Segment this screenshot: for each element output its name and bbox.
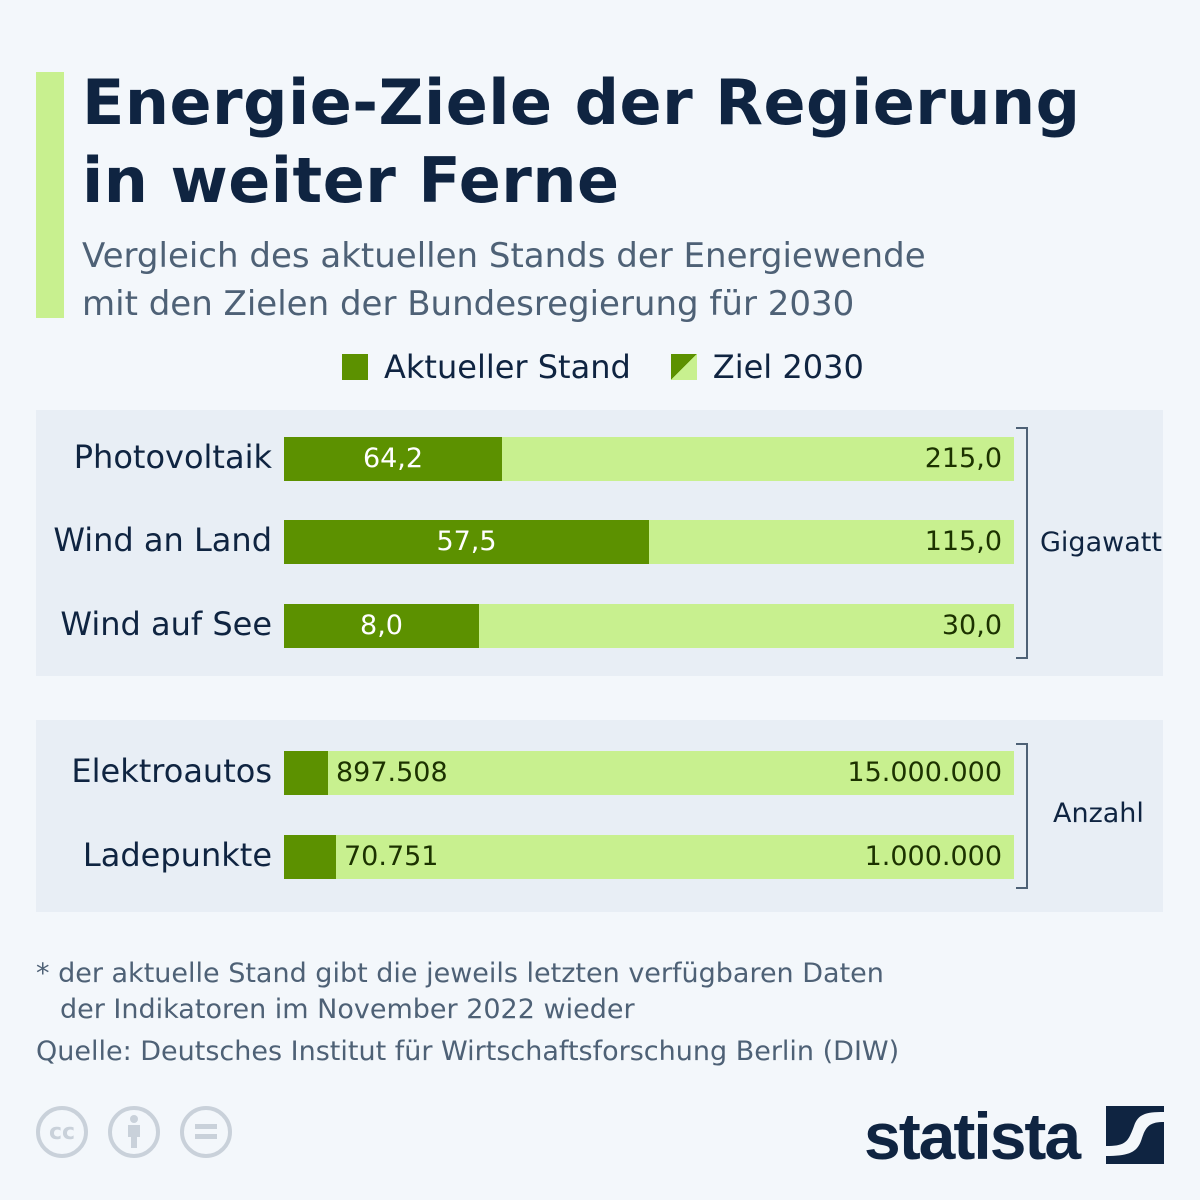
no-derivatives-icon[interactable] bbox=[180, 1106, 232, 1158]
bar-target: 70.751 1.000.000 bbox=[284, 835, 1014, 879]
category-label: Photovoltaik bbox=[73, 438, 272, 476]
unit-label-anzahl: Anzahl bbox=[1053, 798, 1144, 829]
bar-target: 897.508 15.000.000 bbox=[284, 751, 1014, 795]
unit-label-gigawatt: Gigawatt bbox=[1040, 527, 1162, 558]
source: Quelle: Deutsches Institut für Wirtschaf… bbox=[36, 1036, 900, 1067]
data-label-target: 215,0 bbox=[924, 443, 1002, 474]
legend-label-current: Aktueller Stand bbox=[384, 348, 631, 386]
legend: Aktueller Stand Ziel 2030 bbox=[342, 348, 904, 386]
data-label-target: 115,0 bbox=[924, 526, 1002, 557]
panel-anzahl bbox=[36, 720, 1163, 912]
legend-label-target: Ziel 2030 bbox=[712, 348, 864, 386]
bar-current bbox=[284, 835, 336, 879]
page-title: Energie-Ziele der Regierung in weiter Fe… bbox=[82, 64, 1080, 220]
legend-swatch-current bbox=[342, 354, 368, 380]
legend-item-current: Aktueller Stand bbox=[342, 348, 631, 386]
data-label-target: 1.000.000 bbox=[864, 841, 1002, 872]
bracket-anzahl bbox=[1016, 743, 1028, 889]
bar-current bbox=[284, 751, 328, 795]
bar-target: 64,2 215,0 bbox=[284, 437, 1014, 481]
bar-target: 57,5 115,0 bbox=[284, 520, 1014, 564]
category-label: Ladepunkte bbox=[82, 836, 272, 874]
footnote-line-2: der Indikatoren im November 2022 wieder bbox=[60, 994, 635, 1025]
bar-target: 8,0 30,0 bbox=[284, 604, 1014, 648]
footnote-line-1: * der aktuelle Stand gibt die jeweils le… bbox=[36, 958, 884, 989]
subtitle-line-1: Vergleich des aktuellen Stands der Energ… bbox=[82, 236, 926, 276]
bar-current bbox=[284, 437, 502, 481]
title-accent-bar bbox=[36, 72, 64, 318]
bar-current bbox=[284, 604, 479, 648]
data-label-target: 15.000.000 bbox=[847, 757, 1002, 788]
cc-icon[interactable]: cc bbox=[36, 1106, 88, 1158]
title-line-1: Energie-Ziele der Regierung bbox=[82, 66, 1081, 139]
data-label-current: 8,0 bbox=[360, 610, 403, 641]
attribution-icon[interactable] bbox=[108, 1106, 160, 1158]
category-label: Wind an Land bbox=[53, 521, 272, 559]
data-label-current: 64,2 bbox=[362, 443, 424, 474]
legend-swatch-target bbox=[670, 354, 697, 380]
category-label: Elektroautos bbox=[71, 752, 272, 790]
bar-current bbox=[284, 520, 649, 564]
data-label-current: 57,5 bbox=[436, 526, 497, 557]
data-label-current: 70.751 bbox=[344, 841, 439, 872]
bracket-gigawatt bbox=[1016, 427, 1028, 659]
data-label-target: 30,0 bbox=[941, 610, 1002, 641]
statista-logo-icon bbox=[1106, 1106, 1164, 1164]
logo-text: statista bbox=[864, 1099, 1081, 1173]
subtitle-line-2: mit den Zielen der Bundesregierung für 2… bbox=[82, 284, 855, 324]
legend-item-target: Ziel 2030 bbox=[670, 348, 864, 386]
statista-logo[interactable]: statista bbox=[864, 1098, 1081, 1174]
category-label: Wind auf See bbox=[60, 605, 272, 643]
data-label-current: 897.508 bbox=[336, 757, 448, 788]
subtitle: Vergleich des aktuellen Stands der Energ… bbox=[82, 232, 926, 328]
title-line-2: in weiter Ferne bbox=[82, 144, 620, 217]
